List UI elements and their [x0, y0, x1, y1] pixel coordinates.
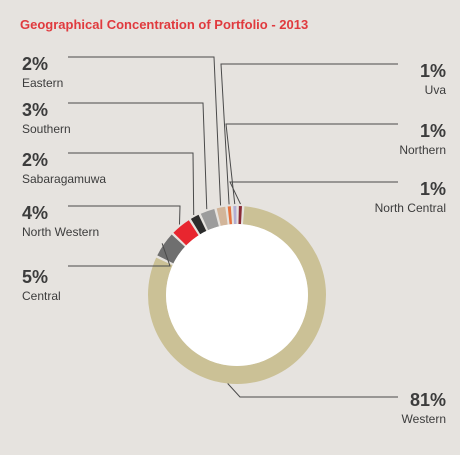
leader-line-sabaragamuwa — [68, 152, 195, 215]
region-label-north-western: North Western — [22, 225, 99, 239]
slice-uva — [227, 206, 233, 225]
donut-hole — [166, 224, 308, 366]
pct-label-eastern: 2% — [22, 54, 48, 74]
region-label-north-central: North Central — [375, 201, 446, 215]
slice-southern — [200, 208, 219, 231]
leader-line-eastern — [68, 56, 222, 206]
pct-label-central: 5% — [22, 267, 48, 287]
region-label-southern: Southern — [22, 122, 71, 136]
leader-line-western — [227, 383, 398, 398]
region-label-western: Western — [402, 412, 446, 426]
donut-slices — [148, 206, 327, 384]
pct-label-north-central: 1% — [420, 179, 446, 199]
region-label-eastern: Eastern — [22, 76, 63, 90]
chart-title: Geographical Concentration of Portfolio … — [20, 17, 309, 32]
pct-label-sabaragamuwa: 2% — [22, 150, 48, 170]
leader-line-north-central — [229, 181, 398, 205]
region-label-northern: Northern — [399, 143, 446, 157]
region-label-sabaragamuwa: Sabaragamuwa — [22, 172, 106, 186]
slice-central — [157, 234, 185, 264]
region-label-central: Central — [22, 289, 61, 303]
pct-label-northern: 1% — [420, 121, 446, 141]
leader-line-northern — [225, 123, 398, 205]
pct-label-uva: 1% — [420, 61, 446, 81]
pct-label-southern: 3% — [22, 100, 48, 120]
leader-line-north-western — [68, 205, 181, 225]
pct-label-north-western: 4% — [22, 203, 48, 223]
slice-north-western — [173, 220, 199, 246]
slice-north-central — [238, 206, 242, 225]
leader-line-uva — [220, 63, 398, 205]
slice-sabaragamuwa — [190, 214, 207, 235]
slice-northern — [233, 206, 237, 225]
region-label-uva: Uva — [425, 83, 447, 97]
slice-eastern — [216, 206, 228, 226]
leader-line-central — [68, 243, 171, 267]
pct-label-western: 81% — [410, 390, 446, 410]
leader-line-southern — [68, 102, 208, 210]
slice-labels: 81% Western 5% Central 4% North Western 2% Saba… — [22, 54, 446, 426]
leader-lines — [68, 56, 398, 398]
